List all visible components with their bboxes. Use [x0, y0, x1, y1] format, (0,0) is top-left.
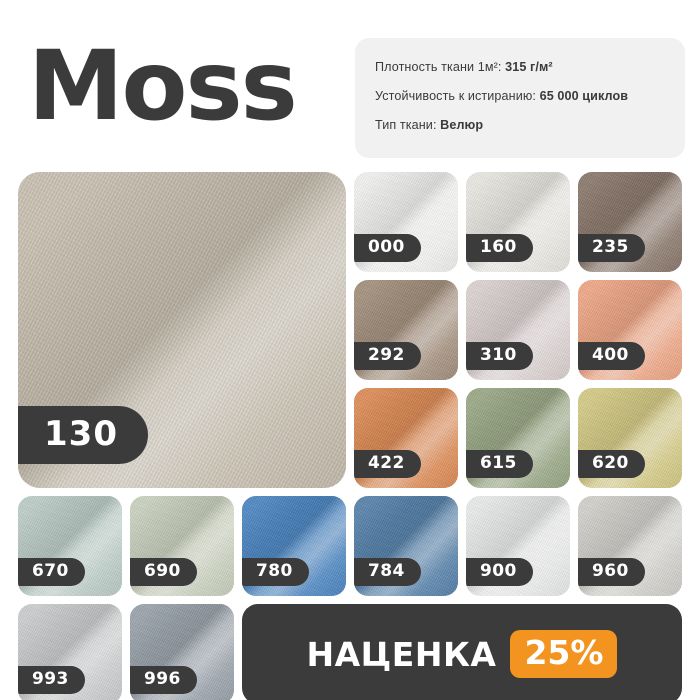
swatch-235[interactable]: 235 — [578, 172, 682, 272]
spec-row-density: Плотность ткани 1м²: 315 г/м² — [375, 60, 665, 74]
swatch-690[interactable]: 690 — [130, 496, 234, 596]
swatch-400[interactable]: 400 — [578, 280, 682, 380]
swatch-422[interactable]: 422 — [354, 388, 458, 488]
spec-label-density: Плотность ткани 1м²: — [375, 60, 502, 74]
spec-row-abrasion: Устойчивость к истиранию: 65 000 циклов — [375, 89, 665, 103]
fabric-texture — [354, 496, 458, 596]
swatch-code-badge: 160 — [466, 234, 533, 262]
swatch-310[interactable]: 310 — [466, 280, 570, 380]
swatch-292[interactable]: 292 — [354, 280, 458, 380]
swatch-900[interactable]: 900 — [466, 496, 570, 596]
promo-label: НАЦЕНКА — [306, 634, 497, 674]
swatch-code-badge: 993 — [18, 666, 85, 694]
swatch-670[interactable]: 670 — [18, 496, 122, 596]
swatch-996[interactable]: 996 — [130, 604, 234, 700]
swatch-code-badge: 615 — [466, 450, 533, 478]
spec-label-type: Тип ткани: — [375, 118, 437, 132]
swatch-993[interactable]: 993 — [18, 604, 122, 700]
featured-swatch-130[interactable]: 130 — [18, 172, 346, 488]
swatch-160[interactable]: 160 — [466, 172, 570, 272]
swatch-code-badge: 292 — [354, 342, 421, 370]
swatch-code-badge: 784 — [354, 558, 421, 586]
markup-promo-banner[interactable]: НАЦЕНКА 25% — [242, 604, 682, 700]
swatch-code-badge: 996 — [130, 666, 197, 694]
swatch-code-badge: 620 — [578, 450, 645, 478]
promo-percent-badge: 25% — [510, 629, 618, 679]
swatch-code-badge: 310 — [466, 342, 533, 370]
fabric-texture — [18, 172, 346, 488]
swatch-code-badge: 000 — [354, 234, 421, 262]
swatch-code-badge: 900 — [466, 558, 533, 586]
spec-label-abrasion: Устойчивость к истиранию: — [375, 89, 536, 103]
specifications-card: Плотность ткани 1м²: 315 г/м² Устойчивос… — [355, 38, 685, 158]
swatch-615[interactable]: 615 — [466, 388, 570, 488]
swatch-code-badge: 130 — [18, 406, 148, 464]
spec-row-type: Тип ткани: Велюр — [375, 118, 665, 132]
swatch-620[interactable]: 620 — [578, 388, 682, 488]
swatch-code-badge: 422 — [354, 450, 421, 478]
swatch-code-badge: 960 — [578, 558, 645, 586]
swatch-code-badge: 400 — [578, 342, 645, 370]
swatch-code-badge: 780 — [242, 558, 309, 586]
spec-value-abrasion: 65 000 циклов — [539, 89, 629, 103]
swatch-000[interactable]: 000 — [354, 172, 458, 272]
swatch-code-badge: 670 — [18, 558, 85, 586]
header: Moss Плотность ткани 1м²: 315 г/м² Устой… — [0, 0, 700, 168]
swatch-code-badge: 690 — [130, 558, 197, 586]
swatch-grid: 130 000 160 235 292 310 400 422 — [18, 172, 682, 700]
fabric-texture — [578, 280, 682, 380]
swatch-780[interactable]: 780 — [242, 496, 346, 596]
spec-value-type: Велюр — [440, 118, 484, 132]
page-title: Moss — [28, 30, 298, 142]
swatch-code-badge: 235 — [578, 234, 645, 262]
spec-value-density: 315 г/м² — [505, 60, 553, 74]
swatch-960[interactable]: 960 — [578, 496, 682, 596]
swatch-784[interactable]: 784 — [354, 496, 458, 596]
